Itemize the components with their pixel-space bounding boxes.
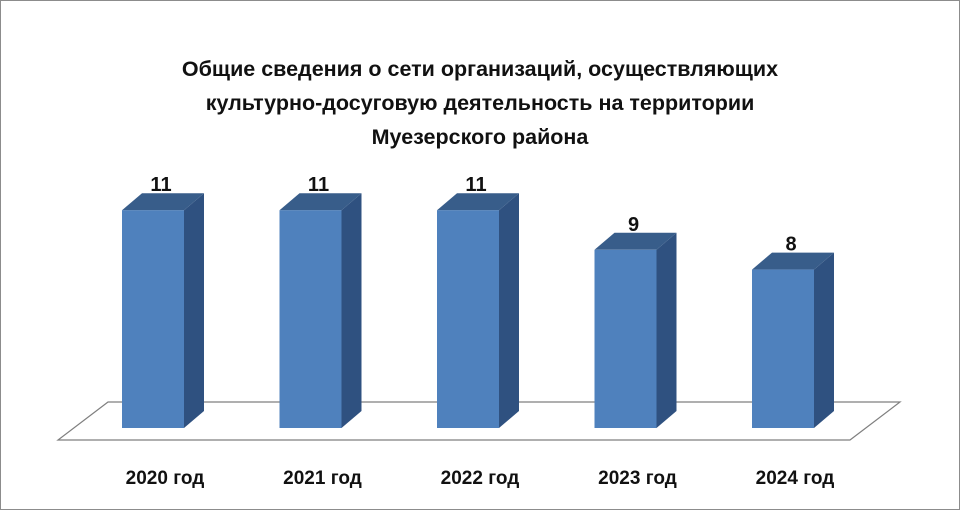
data-label: 11 — [465, 174, 486, 196]
x-tick-group: 2020 год 2021 год 2022 год 2023 год 2024 год — [126, 468, 835, 489]
x-tick-label: 2022 год — [441, 468, 520, 489]
bar-front — [279, 210, 342, 428]
bar-group — [122, 193, 834, 428]
bar-5 — [752, 252, 834, 428]
x-tick-label: 2023 год — [598, 468, 677, 489]
chart-title-line-1: Общие сведения о сети организаций, осуще… — [181, 57, 779, 81]
bar-front — [594, 249, 657, 428]
bar-side — [814, 252, 834, 428]
bar-1 — [122, 193, 204, 428]
chart-title: Общие сведения о сети организаций, осуще… — [0, 52, 960, 154]
data-label: 11 — [150, 174, 171, 196]
x-tick-label: 2021 год — [283, 468, 362, 489]
bar-front — [122, 210, 184, 428]
bar-top — [437, 193, 519, 211]
x-tick-label: 2020 год — [126, 468, 205, 489]
data-label: 8 — [785, 234, 796, 256]
bar-top — [752, 252, 834, 270]
bar-4 — [594, 232, 677, 428]
bar-top — [279, 193, 362, 211]
bar-front — [752, 269, 814, 428]
bar-side — [499, 193, 519, 428]
bar-2 — [279, 193, 362, 428]
bar-top — [594, 232, 677, 250]
x-tick-label: 2024 год — [756, 468, 835, 489]
bar-side — [656, 232, 677, 428]
chart-title-line-3: Муезерского района — [371, 125, 589, 149]
bar-3 — [437, 193, 519, 428]
bar-side — [341, 193, 362, 428]
bar-side — [184, 193, 204, 428]
data-label-group: 11 11 11 9 8 — [150, 174, 796, 255]
data-label: 11 — [308, 174, 329, 196]
bar-top — [122, 193, 204, 211]
data-label: 9 — [628, 214, 639, 236]
chart-title-line-2: культурно-досуговую деятельность на терр… — [205, 91, 755, 115]
bar-front — [437, 210, 499, 428]
